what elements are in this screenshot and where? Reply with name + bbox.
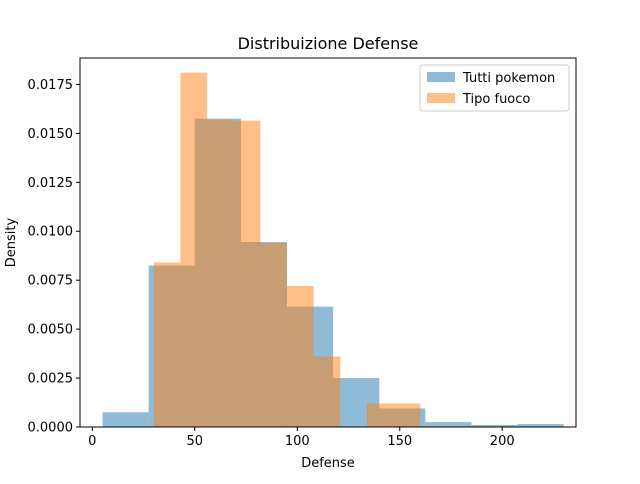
y-tick-label: 0.0125	[28, 176, 74, 191]
legend-items: Tutti pokemon Tipo fuoco	[427, 71, 555, 107]
y-tick-label: 0.0075	[28, 274, 74, 289]
x-tick-label: 150	[387, 434, 412, 449]
y-tick-label: 0.0025	[28, 372, 74, 387]
x-tick-label: 200	[490, 434, 515, 449]
legend: Tutti pokemon Tipo fuoco	[419, 64, 570, 112]
histogram-bar	[207, 119, 234, 427]
plot-frame	[79, 57, 577, 428]
x-tick-label: 50	[187, 434, 204, 449]
y-tick-label: 0.0150	[28, 127, 74, 142]
histogram-bar	[517, 424, 564, 427]
y-tick-label: 0.0100	[28, 225, 74, 240]
y-tick-label: 0.0175	[28, 78, 74, 93]
histogram-bar	[471, 425, 518, 427]
legend-swatch	[427, 72, 455, 82]
histogram-bar	[260, 242, 288, 427]
y-axis-ticks: 0.0000 0.0025 0.0050 0.0075 0.0100 0.0125 0.01…	[28, 78, 80, 436]
legend-box	[419, 64, 570, 112]
x-axis-label: Defense	[301, 456, 355, 471]
histogram-bar	[313, 356, 341, 427]
histogram-bar	[233, 120, 261, 427]
y-axis-label: Density	[4, 217, 19, 267]
histogram-bar	[425, 422, 472, 427]
chart-title: Distribuizione Defense	[238, 34, 419, 53]
histogram-bar	[180, 72, 208, 427]
histogram-bar	[366, 403, 394, 427]
y-tick-label: 0.0050	[28, 323, 74, 338]
bars-layer	[102, 72, 564, 427]
y-tick-label: 0.0000	[28, 421, 74, 436]
x-tick-label: 100	[285, 434, 310, 449]
legend-swatch	[427, 93, 455, 103]
histogram-bar	[393, 403, 421, 427]
histogram-bar	[287, 286, 314, 427]
x-tick-label: 0	[88, 434, 96, 449]
legend-label: Tipo fuoco	[462, 92, 530, 107]
legend-label: Tutti pokemon	[462, 71, 555, 86]
histogram-bar	[153, 262, 181, 427]
x-axis-ticks: 0 50 100 150 200	[88, 427, 515, 449]
histogram-bar	[102, 412, 149, 427]
